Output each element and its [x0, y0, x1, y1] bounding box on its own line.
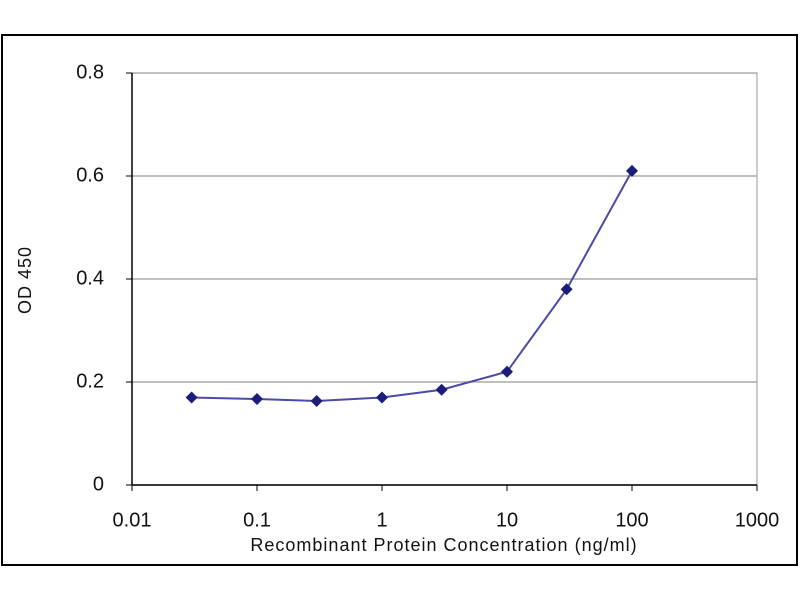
x-tick-label: 1000: [735, 509, 780, 531]
x-tick-label: 0.01: [113, 509, 152, 531]
data-point: [310, 395, 323, 408]
y-tick-label: 0.8: [76, 61, 104, 83]
data-point: [435, 383, 448, 396]
y-tick-label: 0.6: [76, 164, 104, 186]
data-line: [191, 170, 633, 403]
y-tick-label: 0.4: [76, 267, 104, 289]
x-tick-label: 10: [496, 509, 518, 531]
data-point: [185, 391, 198, 404]
y-tick-label: 0: [93, 473, 104, 495]
data-point: [560, 283, 573, 296]
y-tick-label: 0.2: [76, 370, 104, 392]
x-axis-label: Recombinant Protein Concentration (ng/ml…: [250, 535, 637, 555]
y-axis-label: OD 450: [15, 246, 35, 314]
data-point: [251, 392, 263, 405]
data-point: [501, 365, 513, 378]
data-point: [626, 164, 638, 177]
data-point: [376, 391, 388, 404]
x-tick-label: 1: [376, 509, 387, 531]
x-tick-label: 0.1: [243, 509, 271, 531]
x-tick-label: 100: [615, 509, 648, 531]
